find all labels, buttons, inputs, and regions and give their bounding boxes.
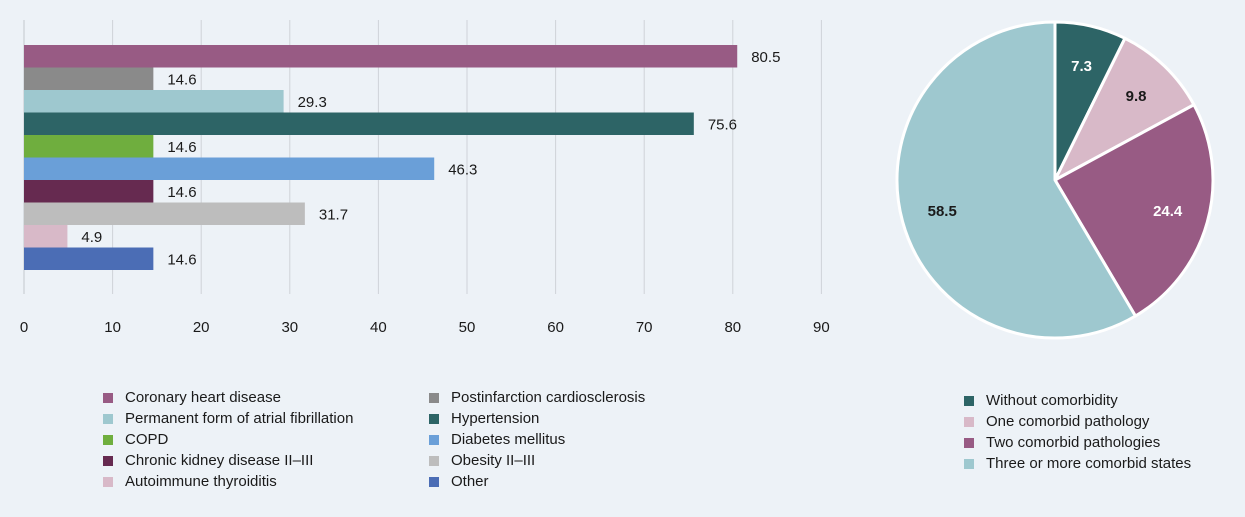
legend-column: Postinfarction cardiosclerosis Hypertensi… — [429, 387, 645, 492]
pie-chart-legend: Without comorbidity One comorbid patholog… — [964, 390, 1191, 474]
legend-label: Other — [451, 473, 489, 490]
legend-swatch — [964, 437, 974, 448]
legend-swatch — [429, 413, 439, 424]
bar-value-label: 4.9 — [81, 229, 102, 246]
x-tick-label: 60 — [547, 319, 564, 336]
bar-chart: 0 10 20 30 40 50 60 70 80 90 80.5 14.6 29.3 75.6 14.6 4… — [20, 20, 830, 336]
bar — [24, 247, 154, 270]
bar — [24, 225, 68, 248]
legend-item: Two comorbid pathologies — [964, 432, 1191, 453]
bar-value-label: 14.6 — [167, 139, 196, 156]
bar — [24, 90, 284, 113]
bar — [24, 180, 154, 203]
legend-label: Chronic kidney disease II–III — [125, 452, 314, 469]
legend-item: Without comorbidity — [964, 390, 1191, 411]
legend-item: One comorbid pathology — [964, 411, 1191, 432]
x-tick-label: 0 — [20, 319, 28, 336]
legend-swatch — [964, 458, 974, 469]
legend-item: Autoimmune thyroiditis — [103, 471, 353, 492]
bar-value-label: 46.3 — [448, 161, 477, 178]
pie-slice-label: 9.8 — [1126, 88, 1147, 105]
x-tick-label: 20 — [193, 319, 210, 336]
bar-value-label: 14.6 — [167, 251, 196, 268]
pie-slice — [1053, 103, 1215, 318]
legend-item: Postinfarction cardiosclerosis — [429, 387, 645, 408]
bar — [24, 135, 154, 158]
bar — [24, 112, 694, 135]
legend-label: Without comorbidity — [986, 392, 1118, 409]
legend-swatch — [103, 455, 113, 466]
bar — [24, 157, 435, 180]
legend-label: Postinfarction cardiosclerosis — [451, 389, 646, 406]
pie-slice — [1053, 20, 1127, 182]
bar — [24, 45, 738, 68]
pie-slice-label: 7.3 — [1071, 58, 1092, 75]
legend-label: One comorbid pathology — [986, 413, 1150, 430]
legend-item: Other — [429, 471, 645, 492]
bar-value-label: 31.7 — [319, 206, 348, 223]
legend-label: Permanent form of atrial fibrillation — [125, 410, 354, 427]
bar-value-label: 80.5 — [751, 49, 780, 66]
legend-label: Coronary heart disease — [125, 389, 281, 406]
legend-swatch — [103, 434, 113, 445]
legend-label: Diabetes mellitus — [451, 431, 566, 448]
legend-swatch — [103, 392, 113, 403]
legend-label: Two comorbid pathologies — [986, 434, 1161, 451]
x-tick-label: 50 — [459, 319, 476, 336]
legend-swatch — [429, 434, 439, 445]
legend-swatch — [429, 476, 439, 487]
legend-label: Autoimmune thyroiditis — [125, 473, 277, 490]
legend-swatch — [103, 476, 113, 487]
x-tick-label: 70 — [636, 319, 653, 336]
legend-item: Hypertension — [429, 408, 645, 429]
bar — [24, 67, 154, 90]
legend-item: Diabetes mellitus — [429, 429, 645, 450]
pie-slice — [895, 20, 1137, 340]
x-tick-label: 40 — [370, 319, 387, 336]
x-tick-label: 90 — [813, 319, 830, 336]
pie-slice — [1053, 36, 1196, 182]
legend-label: Three or more comorbid states — [986, 455, 1192, 472]
x-tick-label: 10 — [104, 319, 121, 336]
legend-swatch — [103, 413, 113, 424]
bar — [24, 202, 305, 225]
legend-column: Coronary heart disease Permanent form of … — [103, 387, 353, 492]
legend-item: Obesity II–III — [429, 450, 645, 471]
legend-swatch — [964, 416, 974, 427]
legend-label: Obesity II–III — [451, 452, 536, 469]
legend-label: Hypertension — [451, 410, 540, 427]
pie-slice-label: 24.4 — [1153, 203, 1183, 220]
legend-swatch — [429, 455, 439, 466]
bar-value-label: 14.6 — [167, 184, 196, 201]
bar-value-label: 75.6 — [708, 116, 737, 133]
bar-value-label: 29.3 — [298, 94, 327, 111]
x-tick-label: 80 — [724, 319, 741, 336]
legend-item: Chronic kidney disease II–III — [103, 450, 353, 471]
x-tick-label: 30 — [281, 319, 298, 336]
pie-slice-label: 58.5 — [928, 203, 957, 220]
legend-item: COPD — [103, 429, 353, 450]
bar-value-label: 14.6 — [167, 71, 196, 88]
legend-item: Coronary heart disease — [103, 387, 353, 408]
legend-item: Three or more comorbid states — [964, 453, 1191, 474]
legend-swatch — [964, 395, 974, 406]
legend-label: COPD — [125, 431, 169, 448]
legend-swatch — [429, 392, 439, 403]
legend-item: Permanent form of atrial fibrillation — [103, 408, 353, 429]
